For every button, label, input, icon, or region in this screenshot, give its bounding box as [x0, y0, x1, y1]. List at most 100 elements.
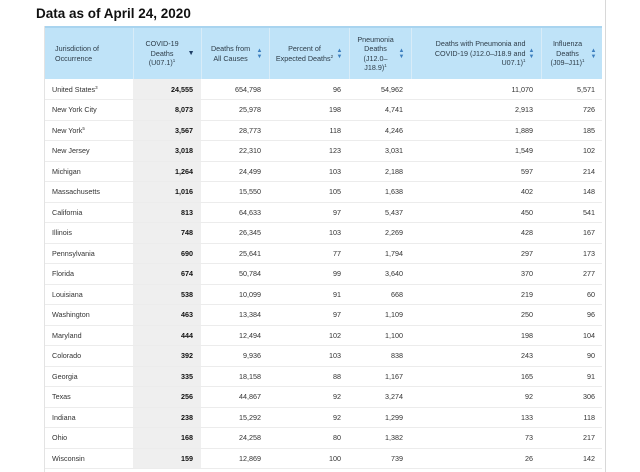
column-header-pneumonia[interactable]: Pneumonia Deaths (J12.0–J18.9)1 ▲ ▼ [349, 26, 412, 79]
cell-covid: 8,073 [133, 99, 201, 121]
footnote-marker: 3 [95, 84, 98, 90]
table-row: Wisconsin 159 12,869 100 739 26 142 [45, 448, 602, 469]
covid-deaths-table: Jurisdiction of Occurrence COVID-19 Deat… [45, 26, 602, 469]
cell-percent: 96 [269, 79, 349, 100]
sort-descending-icon[interactable]: ▼ [187, 49, 195, 57]
cell-pneumonia: 54,962 [349, 79, 411, 100]
jurisdiction-name: Louisiana [52, 289, 83, 299]
cell-jurisdiction: Texas [45, 386, 133, 408]
table-body: United States3 24,555 654,798 96 54,962 11,07… [45, 79, 602, 469]
cell-pneumonia-covid: 402 [411, 181, 541, 203]
cell-percent: 118 [269, 120, 349, 141]
cell-pneumonia-covid: 165 [411, 366, 541, 387]
column-label-covid-deaths: COVID-19 Deaths (U07.1) [145, 39, 179, 68]
cell-jurisdiction: Florida [45, 263, 133, 285]
column-label-pneumonia: Pneumonia Deaths (J12.0–J18.9) [357, 34, 394, 73]
table-row: Michigan 1,264 24,499 103 2,188 597 214 [45, 161, 602, 182]
table-row: Indiana 238 15,292 92 1,299 133 118 [45, 407, 602, 428]
cell-jurisdiction: New York5 [45, 120, 133, 141]
table-row: California 813 64,633 97 5,437 450 541 [45, 202, 602, 223]
cell-all-causes: 26,345 [201, 222, 269, 244]
cell-covid: 690 [133, 243, 201, 264]
jurisdiction-name: Maryland [52, 330, 82, 340]
cell-influenza: 90 [541, 345, 602, 367]
cell-all-causes: 18,158 [201, 366, 269, 387]
sort-icon[interactable]: ▲ ▼ [256, 47, 263, 60]
jurisdiction-name: New York City [52, 105, 97, 115]
jurisdiction-name: Ohio [52, 433, 68, 443]
cell-all-causes: 24,499 [201, 161, 269, 182]
jurisdiction-name: New York [52, 125, 83, 135]
table-row: Colorado 392 9,936 103 838 243 90 [45, 345, 602, 367]
cell-all-causes: 12,494 [201, 325, 269, 346]
cell-percent: 91 [269, 284, 349, 305]
jurisdiction-name: Wisconsin [52, 453, 85, 463]
cell-pneumonia: 838 [349, 345, 411, 367]
cell-covid: 3,567 [133, 120, 201, 141]
cell-pneumonia: 1,167 [349, 366, 411, 387]
sort-icon[interactable]: ▲ ▼ [528, 47, 535, 60]
column-header-pneumonia-covid[interactable]: Deaths with Pneumonia and COVID-19 (J12.… [411, 26, 542, 79]
cell-all-causes: 50,784 [201, 263, 269, 285]
column-header-influenza[interactable]: Influenza Deaths (J09–J11)1 ▲ ▼ [541, 26, 602, 79]
sort-icon[interactable]: ▲ ▼ [398, 47, 405, 60]
cell-all-causes: 15,550 [201, 181, 269, 203]
jurisdiction-name: Massachusetts [52, 187, 100, 197]
sort-icon[interactable]: ▲ ▼ [336, 47, 343, 60]
table-row: Pennsylvania 690 25,641 77 1,794 297 173 [45, 243, 602, 264]
cell-influenza: 541 [541, 202, 602, 223]
cell-influenza: 277 [541, 263, 602, 285]
table-row: Florida 674 50,784 99 3,640 370 277 [45, 263, 602, 285]
cell-pneumonia: 1,382 [349, 427, 411, 449]
cell-percent: 80 [269, 427, 349, 449]
column-label-jurisdiction: Jurisdiction of Occurrence [55, 44, 99, 63]
jurisdiction-name: Illinois [52, 228, 72, 238]
sort-icon[interactable]: ▲ ▼ [590, 47, 597, 60]
cell-percent: 99 [269, 263, 349, 285]
cell-percent: 97 [269, 304, 349, 326]
table-row: Washington 463 13,384 97 1,109 250 96 [45, 304, 602, 326]
cell-pneumonia: 1,299 [349, 407, 411, 428]
jurisdiction-name: Florida [52, 269, 74, 279]
footnote-marker: 5 [82, 125, 85, 131]
cell-percent: 92 [269, 407, 349, 428]
cell-jurisdiction: Ohio [45, 427, 133, 449]
table-row: New York5 3,567 28,773 118 4,246 1,889 185 [45, 120, 602, 141]
cell-all-causes: 13,384 [201, 304, 269, 326]
cell-pneumonia-covid: 11,070 [411, 79, 541, 100]
cell-percent: 92 [269, 386, 349, 408]
column-header-percent-expected[interactable]: Percent of Expected Deaths2 ▲ ▼ [269, 26, 350, 79]
cell-all-causes: 10,099 [201, 284, 269, 305]
cell-all-causes: 22,310 [201, 140, 269, 162]
cell-jurisdiction: Pennsylvania [45, 243, 133, 264]
cell-pneumonia-covid: 2,913 [411, 99, 541, 121]
column-header-jurisdiction[interactable]: Jurisdiction of Occurrence [45, 26, 134, 79]
table-row: Louisiana 538 10,099 91 668 219 60 [45, 284, 602, 305]
cell-influenza: 726 [541, 99, 602, 121]
cell-all-causes: 24,258 [201, 427, 269, 449]
cell-all-causes: 25,641 [201, 243, 269, 264]
jurisdiction-name: New Jersey [52, 146, 90, 156]
cell-covid: 3,018 [133, 140, 201, 162]
cell-jurisdiction: Michigan [45, 161, 133, 182]
jurisdiction-name: United States [52, 84, 96, 94]
column-header-covid-deaths[interactable]: COVID-19 Deaths (U07.1)1 ▼ [133, 26, 202, 79]
cell-pneumonia-covid: 428 [411, 222, 541, 244]
column-header-all-causes[interactable]: Deaths from All Causes ▲ ▼ [201, 26, 270, 79]
cell-pneumonia: 2,269 [349, 222, 411, 244]
cell-pneumonia: 3,274 [349, 386, 411, 408]
cell-pneumonia: 4,741 [349, 99, 411, 121]
cell-covid: 168 [133, 427, 201, 449]
cell-influenza: 173 [541, 243, 602, 264]
cell-pneumonia: 5,437 [349, 202, 411, 223]
cell-covid: 335 [133, 366, 201, 387]
cell-pneumonia: 2,188 [349, 161, 411, 182]
cell-percent: 88 [269, 366, 349, 387]
column-label-percent-expected: Percent of Expected Deaths [275, 44, 331, 63]
cell-jurisdiction: Wisconsin [45, 448, 133, 469]
cell-pneumonia-covid: 26 [411, 448, 541, 469]
cell-all-causes: 654,798 [201, 79, 269, 100]
footnote-marker: 1 [523, 58, 526, 64]
cell-percent: 103 [269, 222, 349, 244]
table-row: New York City 8,073 25,978 198 4,741 2,913 726 [45, 99, 602, 121]
